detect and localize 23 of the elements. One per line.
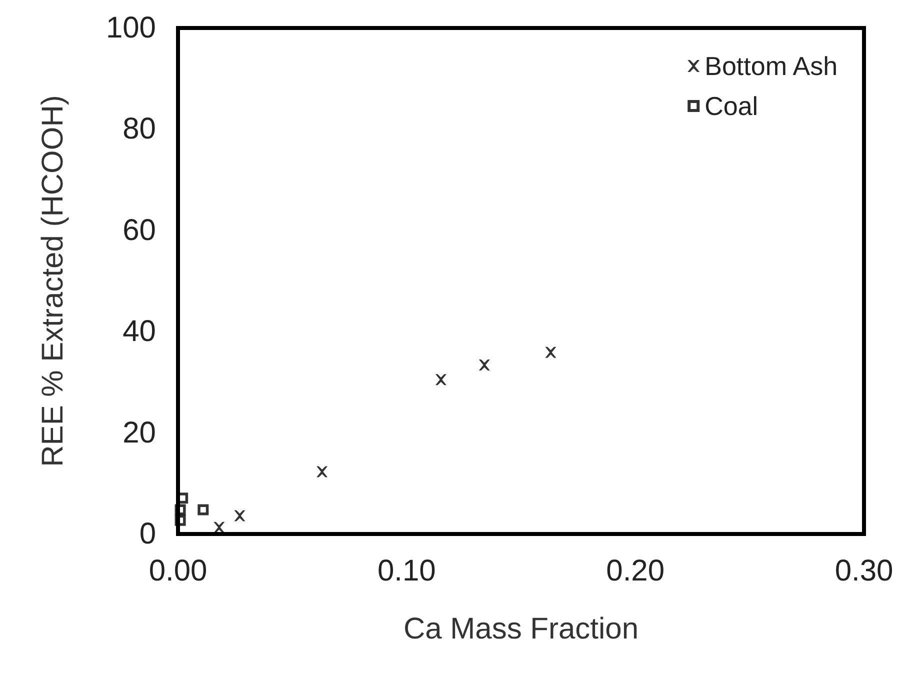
point: [316, 466, 328, 478]
point: [174, 514, 186, 526]
legend-label: Bottom Ash: [704, 51, 838, 81]
point: [545, 346, 556, 358]
y-tick-label: 20: [122, 416, 156, 450]
legend-label: Coal: [704, 91, 758, 121]
y-axis-title: REE % Extracted (HCOOH): [36, 95, 70, 467]
x-tick-label: 0.30: [834, 554, 894, 588]
y-tick-label: 60: [122, 214, 156, 247]
y-tick-label: 40: [122, 315, 156, 348]
y-tick-label: 0: [139, 518, 156, 550]
x-tick-label: 0.20: [606, 554, 665, 588]
point: [174, 504, 186, 516]
y-tick-label: 100: [106, 12, 156, 44]
point: [198, 504, 209, 516]
point: [234, 510, 246, 522]
y-tick-label: 80: [122, 112, 156, 146]
x-tick-label: 0.10: [377, 554, 436, 588]
x-tick-label: 0.00: [148, 554, 208, 588]
point: [214, 522, 225, 533]
point: [478, 359, 490, 370]
point: [435, 374, 446, 386]
x-axis-title: Ca Mass Fraction: [403, 612, 639, 646]
